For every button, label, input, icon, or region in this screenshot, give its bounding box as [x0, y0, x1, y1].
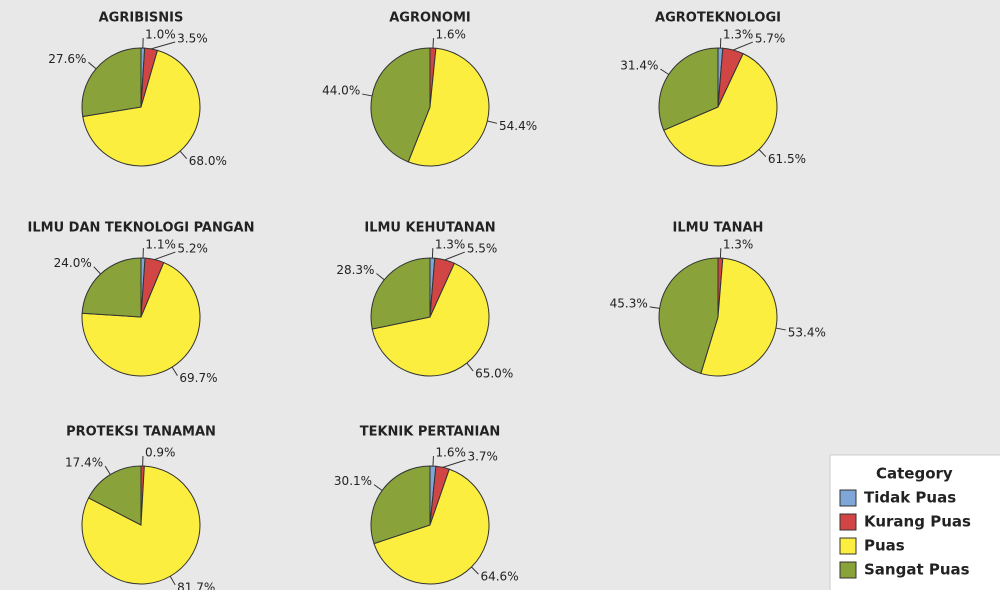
- data-label: 30.1%: [334, 474, 372, 488]
- pie-title: PROTEKSI TANAMAN: [66, 425, 216, 440]
- pie-title: AGRIBISNIS: [99, 11, 184, 26]
- leader-line: [466, 362, 474, 372]
- data-label: 65.0%: [475, 366, 513, 380]
- leader-line: [171, 366, 178, 376]
- legend-box: [829, 454, 1000, 590]
- leader-line: [179, 150, 188, 159]
- pie-slice: [81, 261, 201, 377]
- data-label: 0.9%: [145, 446, 176, 460]
- leader-line: [471, 566, 479, 575]
- leader-line: [432, 38, 434, 49]
- data-label: 17.4%: [65, 456, 103, 470]
- leader-line: [373, 484, 383, 491]
- pie-title: ILMU TANAH: [673, 221, 764, 236]
- leader-line: [758, 149, 767, 158]
- pie-slice: [370, 257, 431, 330]
- legend-swatch: [839, 489, 857, 507]
- data-label: 1.3%: [723, 238, 754, 252]
- leader-line: [649, 306, 660, 309]
- data-label: 28.3%: [336, 263, 374, 277]
- data-label: 1.6%: [435, 28, 466, 42]
- leader-line: [442, 459, 466, 468]
- legend-label: Puas: [864, 537, 905, 555]
- pie-slice: [371, 262, 490, 377]
- data-label: 1.1%: [145, 238, 176, 252]
- pie-slice: [87, 465, 142, 526]
- leader-line: [88, 61, 97, 70]
- data-label: 27.6%: [48, 52, 86, 66]
- data-label: 1.6%: [435, 446, 466, 460]
- pie-slice: [81, 47, 142, 118]
- pie-title: ILMU DAN TEKNOLOGI PANGAN: [28, 221, 255, 236]
- data-label: 54.4%: [499, 119, 537, 133]
- data-label: 64.6%: [480, 570, 518, 584]
- pie-title: AGRONOMI: [389, 11, 471, 26]
- leader-line: [376, 273, 385, 281]
- pie-slice: [373, 468, 490, 585]
- leader-line: [487, 120, 498, 124]
- leader-line: [733, 41, 754, 51]
- data-label: 5.5%: [467, 242, 498, 256]
- pie-slice: [658, 47, 719, 131]
- leader-line: [362, 93, 373, 97]
- data-label: 44.0%: [322, 84, 360, 98]
- data-label: 61.5%: [768, 152, 806, 166]
- data-label: 1.3%: [723, 28, 754, 42]
- leader-line: [660, 68, 670, 75]
- pie-title: ILMU KEHUTANAN: [364, 221, 495, 236]
- legend-swatch: [839, 537, 857, 555]
- data-label: 3.7%: [467, 450, 498, 464]
- legend-label: Sangat Puas: [864, 561, 970, 579]
- data-label: 24.0%: [54, 256, 92, 270]
- legend-title: Category: [876, 465, 953, 483]
- data-label: 1.0%: [145, 28, 176, 42]
- legend-swatch: [839, 561, 857, 579]
- leader-line: [169, 576, 176, 586]
- data-label: 5.2%: [177, 242, 208, 256]
- leader-line: [444, 251, 465, 261]
- pie-title: TEKNIK PERTANIAN: [360, 425, 501, 440]
- pie-slice: [658, 257, 719, 375]
- leader-line: [104, 465, 111, 475]
- legend-label: Tidak Puas: [864, 489, 956, 507]
- data-label: 69.7%: [179, 371, 217, 385]
- data-label: 31.4%: [620, 58, 658, 72]
- pie-slice: [700, 257, 778, 377]
- data-label: 5.7%: [755, 32, 786, 46]
- pie-title: AGROTEKNOLOGI: [655, 11, 781, 26]
- data-label: 53.4%: [788, 325, 826, 339]
- data-label: 3.5%: [177, 32, 208, 46]
- data-label: 45.3%: [610, 296, 648, 310]
- leader-line: [775, 327, 786, 331]
- legend-swatch: [839, 513, 857, 531]
- data-label: 81.7%: [177, 580, 215, 590]
- leader-line: [432, 456, 434, 467]
- leader-line: [150, 41, 176, 50]
- data-label: 1.3%: [435, 238, 466, 252]
- leader-line: [93, 266, 101, 275]
- legend-label: Kurang Puas: [864, 513, 971, 531]
- leader-line: [154, 251, 176, 261]
- data-label: 68.0%: [189, 154, 227, 168]
